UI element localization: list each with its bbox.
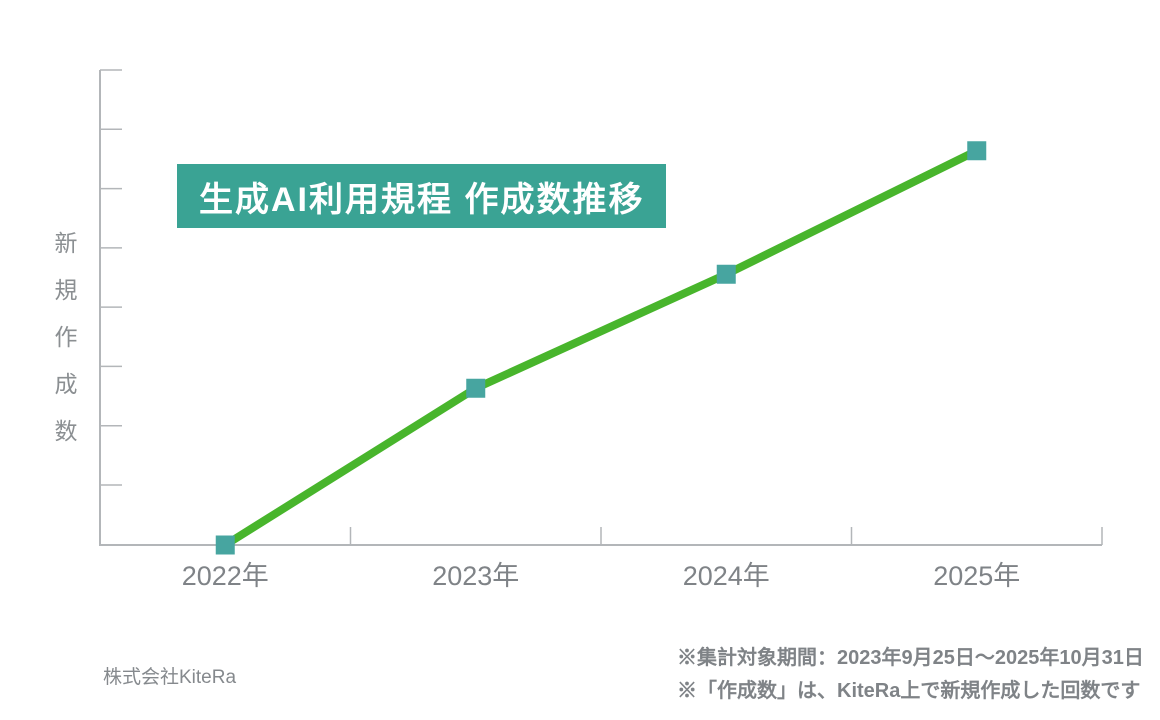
x-axis-label-2023: 2023年 — [432, 561, 520, 591]
y-axis-label-char: 規 — [54, 277, 78, 303]
data-point-marker — [716, 264, 736, 284]
axis-line — [99, 70, 1102, 546]
data-point-marker — [215, 535, 235, 555]
line-series — [223, 147, 979, 549]
x-axis-label-2022: 2022年 — [181, 561, 269, 591]
axes — [99, 69, 1103, 546]
y-axis-label: 新 規 作 成 数 — [52, 224, 80, 446]
x-axis-label-2024: 2024年 — [682, 561, 770, 591]
y-axis-label-char: 作 — [54, 324, 78, 350]
y-axis-label-char: 成 — [54, 371, 78, 397]
data-point-marker — [466, 378, 486, 398]
data-point-marker — [967, 141, 987, 161]
chart-title-badge: 生成AI利用規程 作成数推移 — [177, 164, 667, 228]
company-name: 株式会社KiteRa — [103, 667, 237, 688]
x-axis-label-2025: 2025年 — [933, 561, 1021, 591]
y-axis-label-char: 数 — [54, 418, 78, 444]
footnotes: ※集計対象期間：2023年9月25日〜2025年10月31日 ※「作成数」は、K… — [677, 642, 1144, 708]
data-point-markers — [215, 141, 987, 555]
trend-line — [223, 147, 979, 549]
footnote-period: ※集計対象期間：2023年9月25日〜2025年10月31日 — [677, 647, 1144, 669]
footnote-definition: ※「作成数」は、KiteRa上で新規作成した回数です — [677, 680, 1141, 702]
y-axis-label-char: 新 — [54, 230, 78, 256]
